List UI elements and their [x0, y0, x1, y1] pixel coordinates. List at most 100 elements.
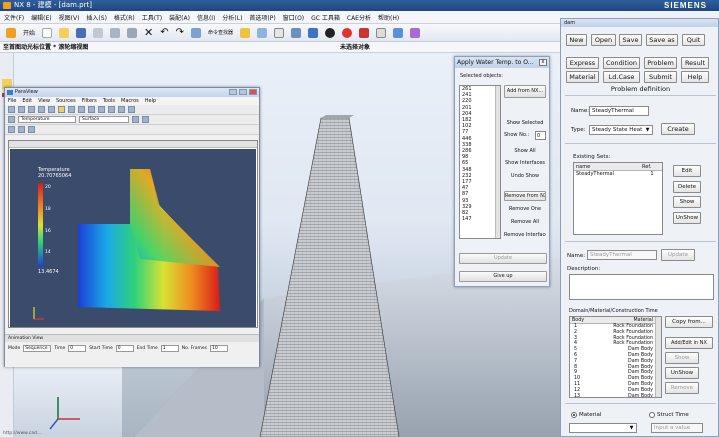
- start-icon[interactable]: [6, 27, 16, 38]
- table-row[interactable]: 7 Dam Body: [570, 359, 661, 365]
- list-item[interactable]: 82: [462, 210, 469, 217]
- set-name-input[interactable]: SteadyThermal: [587, 250, 657, 260]
- menu-item[interactable]: Filters: [81, 98, 97, 104]
- menu-item[interactable]: GC 工具箱: [311, 14, 340, 22]
- menu-item[interactable]: 窗口(O): [282, 14, 305, 22]
- undo-icon[interactable]: [38, 106, 45, 113]
- table-row[interactable]: 11 Dam Body: [570, 382, 661, 388]
- measure-icon[interactable]: [393, 27, 404, 38]
- menu-item[interactable]: 分析(L): [222, 14, 243, 22]
- struct-time-input[interactable]: Input a value: [651, 423, 703, 433]
- menu-item[interactable]: Edit: [22, 98, 33, 104]
- remove-one-button[interactable]: Remove One: [508, 206, 542, 212]
- table-row[interactable]: 6 Dam Body: [570, 353, 661, 359]
- problem-type-select[interactable]: Steady State Heat ▼: [589, 125, 653, 135]
- close-icon[interactable]: x: [539, 59, 547, 66]
- list-item[interactable]: 77: [462, 129, 469, 136]
- show-no-button[interactable]: Show No.:: [504, 132, 530, 138]
- list-item[interactable]: 446: [462, 135, 472, 142]
- create-button[interactable]: Create: [661, 123, 695, 135]
- filter-icon[interactable]: [132, 116, 139, 123]
- dam-panel[interactable]: dam New Open Save Save as Quit Express C…: [560, 18, 719, 437]
- redo-icon[interactable]: ↷: [175, 26, 185, 38]
- delete-icon[interactable]: ✕: [144, 25, 154, 39]
- unshow-button[interactable]: UnShow: [673, 212, 701, 224]
- command-finder-button[interactable]: 命令查找器: [208, 30, 234, 36]
- radio-dot[interactable]: [649, 412, 655, 418]
- material-select[interactable]: ▼: [569, 423, 637, 433]
- menu-item[interactable]: Macros: [121, 98, 139, 104]
- menu-item[interactable]: 格式(R): [113, 14, 135, 22]
- menu-item[interactable]: 首选项(P): [249, 14, 276, 22]
- menu-item[interactable]: File: [8, 98, 17, 104]
- save-as-button[interactable]: Save as: [646, 34, 678, 46]
- awt-title-bar[interactable]: Apply Water Temp. to O... x: [455, 57, 549, 68]
- rotate-icon[interactable]: [274, 27, 285, 38]
- cut-icon[interactable]: [93, 27, 104, 38]
- update-button[interactable]: Update: [459, 253, 547, 264]
- list-item[interactable]: 220: [462, 98, 472, 105]
- paraview-window[interactable]: ParaView File Edit View Sources Filters Tools…: [4, 87, 260, 367]
- unshow-body-button[interactable]: UnShow: [665, 367, 699, 379]
- remove-interfaces-button[interactable]: Remove Interfaces: [504, 232, 546, 238]
- copy-icon[interactable]: [110, 27, 121, 38]
- save-button[interactable]: Save: [619, 34, 642, 46]
- menu-item[interactable]: Help: [144, 98, 157, 104]
- menu-item[interactable]: Tools: [102, 98, 116, 104]
- view-x-icon[interactable]: [8, 126, 15, 133]
- frames-input[interactable]: 10: [210, 345, 228, 352]
- menu-item[interactable]: CAE分析: [346, 14, 371, 22]
- dam-body-mesh[interactable]: [259, 117, 400, 437]
- paraview-title-bar[interactable]: ParaView: [5, 88, 259, 97]
- redo-icon[interactable]: [48, 106, 55, 113]
- end-time-input[interactable]: 1: [160, 345, 179, 352]
- table-row[interactable]: SteadyThermal 1: [574, 171, 662, 178]
- zoom-icon[interactable]: [88, 106, 95, 113]
- layer-icon[interactable]: [376, 27, 387, 38]
- menu-item[interactable]: 装配(A): [169, 14, 190, 22]
- edit-button[interactable]: Edit: [673, 165, 701, 177]
- list-item[interactable]: 232: [462, 172, 472, 179]
- delete-button[interactable]: Delete: [673, 181, 701, 193]
- show-selected-button[interactable]: Show Selected: [506, 120, 544, 126]
- help-icon[interactable]: [68, 106, 75, 113]
- menu-item[interactable]: 视图(V): [58, 14, 80, 22]
- remove-all-button[interactable]: Remove All: [510, 219, 540, 225]
- list-item[interactable]: 177: [462, 179, 472, 186]
- list-item[interactable]: 102: [462, 123, 472, 130]
- new-button[interactable]: New: [566, 34, 587, 46]
- close-icon[interactable]: [249, 89, 257, 95]
- update-set-button[interactable]: Update: [661, 249, 695, 261]
- radio-material[interactable]: Material: [571, 412, 601, 418]
- give-up-button[interactable]: Give up: [459, 271, 547, 282]
- add-from-nx-button[interactable]: Add from NX...: [504, 85, 546, 98]
- menu-item[interactable]: 帮助(H): [377, 14, 400, 22]
- menu-item[interactable]: Sources: [55, 98, 76, 104]
- color-map-icon[interactable]: [8, 116, 15, 123]
- new-file-icon[interactable]: [42, 27, 53, 38]
- analysis-icon[interactable]: [410, 27, 421, 38]
- select-filter-icon[interactable]: [240, 27, 251, 38]
- list-item[interactable]: 182: [462, 117, 472, 124]
- list-item[interactable]: 65: [462, 160, 469, 167]
- list-item[interactable]: 329: [462, 203, 472, 210]
- table-row[interactable]: 13 Dam Body: [570, 394, 661, 397]
- list-item[interactable]: 241: [462, 92, 472, 99]
- show-interfaces-button[interactable]: Show Interfaces: [504, 160, 546, 166]
- table-row[interactable]: 9 Dam Body: [570, 370, 661, 376]
- submit-button[interactable]: Submit: [644, 71, 677, 83]
- view-orient-icon[interactable]: [291, 27, 302, 38]
- record-icon[interactable]: [359, 27, 370, 38]
- stop-icon[interactable]: [342, 27, 353, 38]
- table-row[interactable]: 1 Rock Foundation: [570, 324, 661, 330]
- dam-model-view[interactable]: [14, 53, 560, 437]
- condition-button[interactable]: Condition: [603, 57, 640, 69]
- folder-icon[interactable]: [2, 79, 12, 89]
- problem-name-input[interactable]: SteadyThermal: [589, 106, 649, 116]
- table-row[interactable]: 12 Dam Body: [570, 388, 661, 394]
- table-row[interactable]: 10 Dam Body: [570, 376, 661, 382]
- material-button[interactable]: Material: [566, 71, 599, 83]
- existing-sets-table[interactable]: name Ref. SteadyThermal 1: [573, 162, 663, 235]
- menu-item[interactable]: 文件(F): [4, 14, 25, 22]
- help-button[interactable]: Help: [681, 71, 709, 83]
